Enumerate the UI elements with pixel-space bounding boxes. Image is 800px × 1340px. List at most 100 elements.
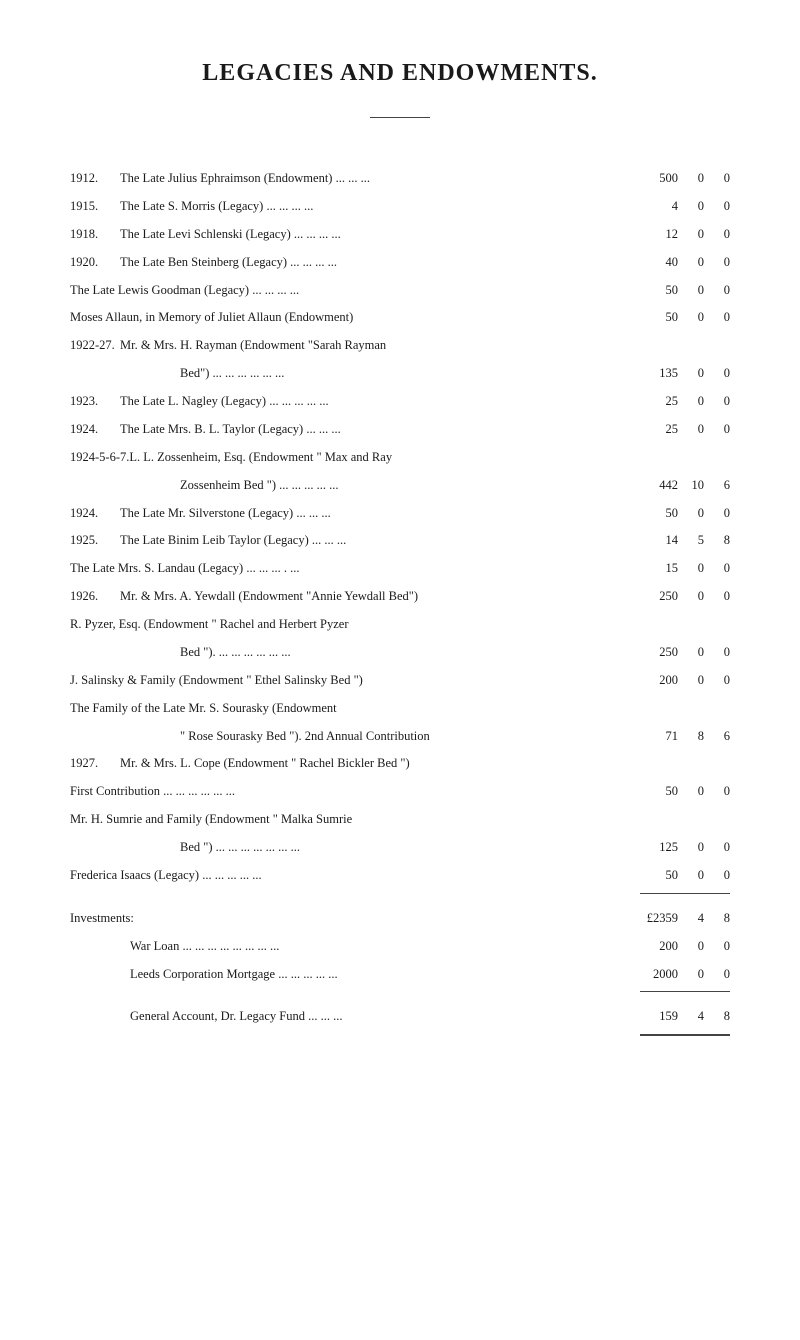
amount-shillings: 5: [690, 530, 704, 552]
amount-shillings: 4: [690, 908, 704, 930]
investments-rule: [640, 991, 730, 992]
legacy-description: Mr. & Mrs. A. Yewdall (Endowment "Annie …: [120, 589, 418, 603]
legacy-year: 1918.: [70, 224, 120, 246]
total-amount: £2359 4 8: [638, 908, 730, 930]
amount-pounds: 15: [638, 558, 678, 580]
legacy-amount: 442106: [638, 475, 730, 497]
legacy-text: 1926. Mr. & Mrs. A. Yewdall (Endowment "…: [70, 586, 638, 608]
legacy-year: 1924.: [70, 503, 120, 525]
investment-text: Leeds Corporation Mortgage ... ... ... .…: [130, 964, 638, 986]
amount-pounds: 50: [638, 280, 678, 302]
legacy-row: 1923. The Late L. Nagley (Legacy) ... ..…: [70, 391, 730, 413]
amount-shillings: 0: [690, 307, 704, 329]
legacy-amount: 5000: [638, 781, 730, 803]
legacy-amount: 400: [638, 196, 730, 218]
amount-pounds: 40: [638, 252, 678, 274]
legacy-description: L. L. Zossenheim, Esq. (Endowment " Max …: [129, 450, 392, 464]
legacy-text: The Late Mrs. S. Landau (Legacy) ... ...…: [70, 558, 638, 580]
investment-amount: 20000: [638, 936, 730, 958]
title-divider: [370, 117, 430, 118]
legacy-text: Bed "). ... ... ... ... ... ...: [70, 642, 638, 664]
final-rule: [640, 1034, 730, 1036]
legacy-amount: 50 00: [638, 280, 730, 302]
amount-shillings: 0: [690, 642, 704, 664]
legacy-description: The Late Mrs. B. L. Taylor (Legacy) ... …: [120, 422, 341, 436]
legacy-text: R. Pyzer, Esq. (Endowment " Rachel and H…: [70, 614, 730, 636]
legacy-year: 1924.: [70, 419, 120, 441]
legacy-description: The Late Levi Schlenski (Legacy) ... ...…: [120, 227, 341, 241]
investments-entries: War Loan ... ... ... ... ... ... ... ...…: [70, 936, 730, 986]
general-account-section: General Account, Dr. Legacy Fund ... ...…: [70, 1006, 730, 1028]
legacy-row: The Late Mrs. S. Landau (Legacy) ... ...…: [70, 558, 730, 580]
amount-pence: 0: [716, 558, 730, 580]
legacy-description: Zossenheim Bed ") ... ... ... ... ...: [180, 478, 339, 492]
legacy-description: The Late Lewis Goodman (Legacy) ... ... …: [70, 283, 299, 297]
legacy-text: 1922-27. Mr. & Mrs. H. Rayman (Endowment…: [70, 335, 730, 357]
amount-pence: 0: [716, 419, 730, 441]
amount-pounds: 50: [638, 865, 678, 887]
amount-shillings: 0: [690, 670, 704, 692]
amount-shillings: 0: [690, 280, 704, 302]
amount-pounds: £2359: [638, 908, 678, 930]
legacy-description: Mr. & Mrs. H. Rayman (Endowment "Sarah R…: [120, 338, 386, 352]
amount-pounds: 250: [638, 642, 678, 664]
amount-pence: 0: [716, 642, 730, 664]
legacy-year: 1923.: [70, 391, 120, 413]
legacy-description: The Late Mr. Silverstone (Legacy) ... ..…: [120, 506, 331, 520]
legacy-row: 1924-5-6-7. L. L. Zossenheim, Esq. (Endo…: [70, 447, 730, 469]
legacy-row: Bed "). ... ... ... ... ... ... 250 00: [70, 642, 730, 664]
amount-pence: 0: [716, 168, 730, 190]
legacy-description: The Family of the Late Mr. S. Sourasky (…: [70, 701, 337, 715]
legacy-text: 1925. The Late Binim Leib Taylor (Legacy…: [70, 530, 638, 552]
legacy-amount: 50 00: [638, 503, 730, 525]
legacy-text: First Contribution ... ... ... ... ... .…: [70, 781, 638, 803]
legacy-description: The Late S. Morris (Legacy) ... ... ... …: [120, 199, 313, 213]
legacy-text: J. Salinsky & Family (Endowment " Ethel …: [70, 670, 638, 692]
amount-shillings: 10: [690, 475, 704, 497]
legacy-amount: 13500: [638, 363, 730, 385]
legacy-text: 1915. The Late S. Morris (Legacy) ... ..…: [70, 196, 638, 218]
amount-pounds: 250: [638, 586, 678, 608]
amount-pence: 0: [716, 363, 730, 385]
legacy-amount: 25000: [638, 586, 730, 608]
amount-pence: 8: [716, 530, 730, 552]
legacy-row: Zossenheim Bed ") ... ... ... ... ... 442…: [70, 475, 730, 497]
legacy-description: The Late Julius Ephraimson (Endowment) .…: [120, 171, 370, 185]
legacy-text: 1924-5-6-7. L. L. Zossenheim, Esq. (Endo…: [70, 447, 730, 469]
legacy-amount: 20000: [638, 670, 730, 692]
amount-pence: 8: [716, 1006, 730, 1028]
amount-shillings: 0: [690, 964, 704, 986]
legacy-row: 1918. The Late Levi Schlenski (Legacy) .…: [70, 224, 730, 246]
amount-pounds: 50: [638, 503, 678, 525]
amount-pounds: 125: [638, 837, 678, 859]
amount-pounds: 50: [638, 781, 678, 803]
legacy-text: 1920. The Late Ben Steinberg (Legacy) ..…: [70, 252, 638, 274]
legacy-row: 1920. The Late Ben Steinberg (Legacy) ..…: [70, 252, 730, 274]
amount-pence: 6: [716, 726, 730, 748]
legacy-row: First Contribution ... ... ... ... ... .…: [70, 781, 730, 803]
amount-pence: 0: [716, 936, 730, 958]
amount-pence: 0: [716, 280, 730, 302]
legacy-amount: 2500: [638, 391, 730, 413]
legacy-amount: 250 00: [638, 642, 730, 664]
amount-pounds: 25: [638, 391, 678, 413]
legacy-year: 1912.: [70, 168, 120, 190]
amount-pounds: 200: [638, 670, 678, 692]
amount-pence: 8: [716, 908, 730, 930]
legacy-description: Bed") ... ... ... ... ... ...: [180, 366, 284, 380]
amount-pence: 0: [716, 503, 730, 525]
legacy-row: J. Salinsky & Family (Endowment " Ethel …: [70, 670, 730, 692]
amount-shillings: 0: [690, 503, 704, 525]
legacy-amount: 12500: [638, 837, 730, 859]
amount-shillings: 0: [690, 419, 704, 441]
legacy-description: R. Pyzer, Esq. (Endowment " Rachel and H…: [70, 617, 348, 631]
investment-row: Leeds Corporation Mortgage ... ... ... .…: [70, 964, 730, 986]
legacy-description: Bed "). ... ... ... ... ... ...: [180, 645, 291, 659]
investment-text: War Loan ... ... ... ... ... ... ... ...: [130, 936, 638, 958]
legacy-text: 1912. The Late Julius Ephraimson (Endowm…: [70, 168, 638, 190]
legacy-text: Bed") ... ... ... ... ... ...: [70, 363, 638, 385]
legacy-description: The Late Mrs. S. Landau (Legacy) ... ...…: [70, 561, 299, 575]
legacy-description: The Late Ben Steinberg (Legacy) ... ... …: [120, 255, 337, 269]
legacy-text: 1927. Mr. & Mrs. L. Cope (Endowment " Ra…: [70, 753, 730, 775]
legacy-description: J. Salinsky & Family (Endowment " Ethel …: [70, 673, 363, 687]
